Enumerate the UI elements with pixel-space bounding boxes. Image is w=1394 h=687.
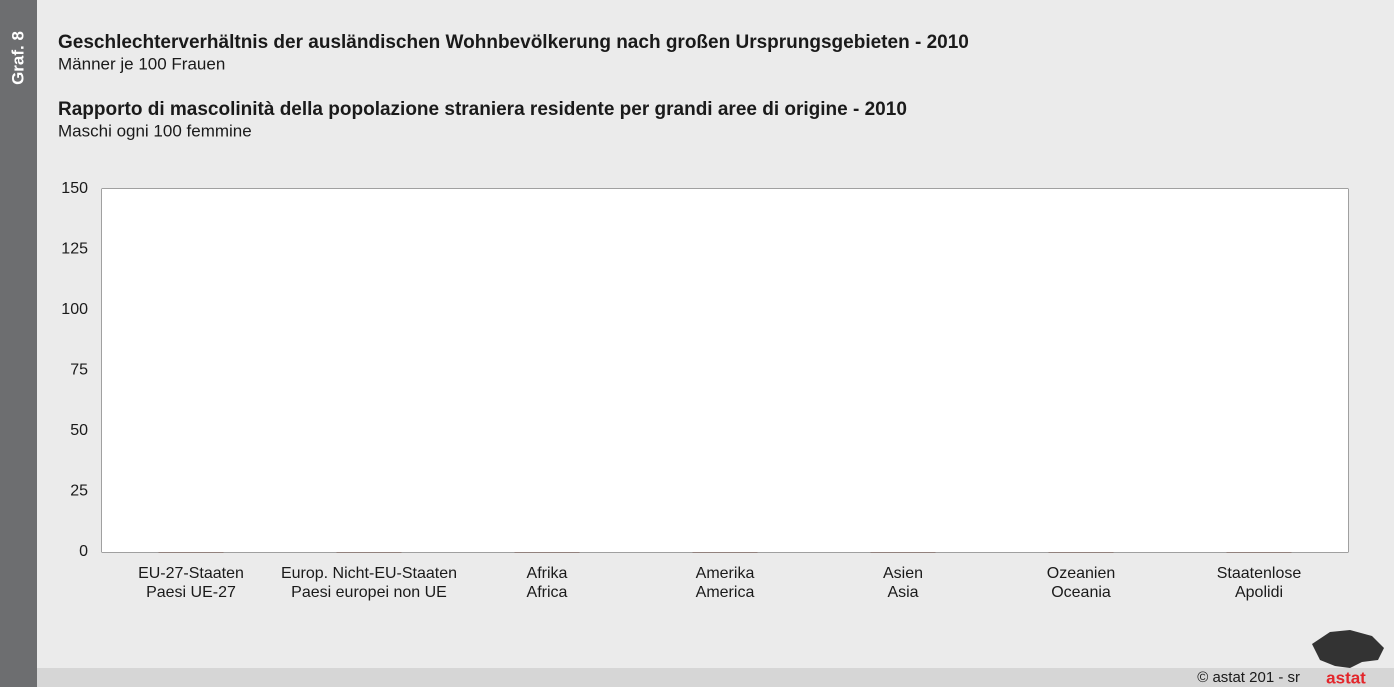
chart-title-it: Rapporto di mascolinità della popolazion… (58, 99, 907, 120)
plot-area (102, 189, 1348, 552)
y-tick-label: 125 (61, 241, 88, 258)
chart-title: Geschlechterverhältnis der ausländischen… (58, 32, 969, 53)
x-tick-label: Apolidi (1235, 584, 1283, 601)
chart-subtitle-it: Maschi ogni 100 femmine (58, 121, 252, 140)
x-tick-label: Ozeanien (1047, 565, 1116, 582)
x-tick-label: Oceania (1051, 584, 1111, 601)
y-tick-label: 50 (70, 422, 88, 439)
chart-subtitle: Männer je 100 Frauen (58, 54, 225, 73)
side-strip (0, 0, 37, 687)
y-tick-label: 25 (70, 483, 88, 500)
y-tick-label: 75 (70, 362, 88, 379)
footer-band (37, 668, 1394, 687)
x-tick-label: Asia (887, 584, 918, 601)
x-tick-label: Asien (883, 565, 923, 582)
x-tick-label: Paesi UE-27 (146, 584, 236, 601)
y-tick-label: 100 (61, 301, 88, 318)
x-tick-label: Staatenlose (1217, 565, 1302, 582)
y-tick-label: 150 (61, 180, 88, 197)
y-tick-label: 0 (79, 543, 88, 560)
x-tick-label: Afrika (527, 565, 568, 582)
logo-map (1312, 630, 1384, 668)
side-label: Graf. 8 (8, 31, 27, 85)
x-tick-label: Amerika (696, 565, 755, 582)
x-tick-label: Paesi europei non UE (291, 584, 447, 601)
x-tick-label: EU-27-Staaten (138, 565, 244, 582)
footer: © astat 201 - sr (1197, 669, 1300, 686)
x-tick-label: Africa (527, 584, 568, 601)
logo: astat (1326, 668, 1366, 687)
x-tick-label: America (696, 584, 755, 601)
x-tick-label: Europ. Nicht-EU-Staaten (281, 565, 457, 582)
